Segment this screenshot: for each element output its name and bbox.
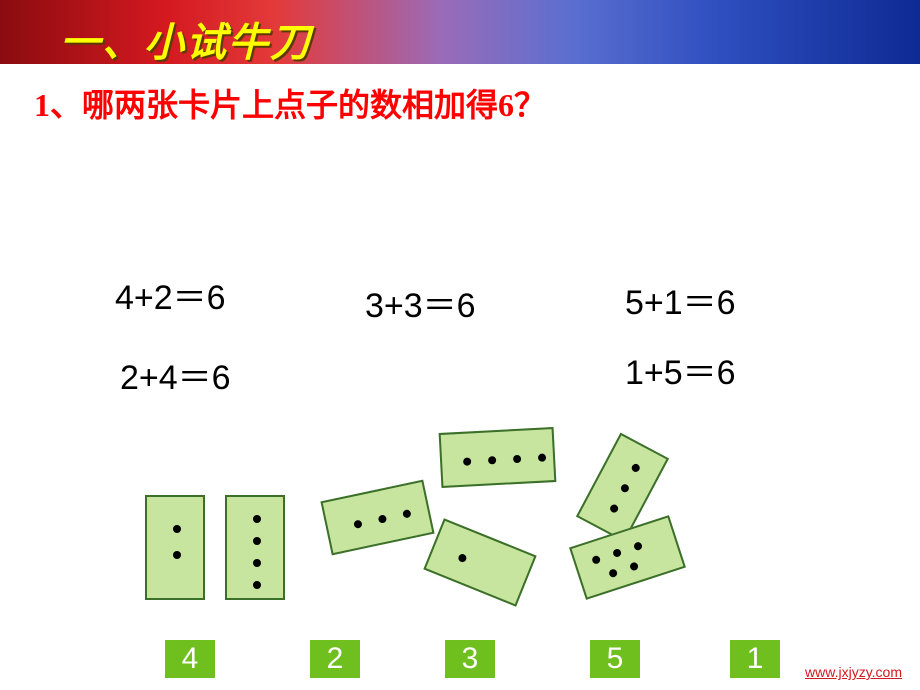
card-4h [439, 427, 557, 488]
card-dot [591, 555, 601, 565]
card-1h [423, 518, 536, 606]
card-dot [253, 581, 261, 589]
numbox-4: 4 [165, 640, 215, 678]
card-dot [457, 553, 467, 563]
equation-3-3: 3+3＝6 [365, 278, 476, 327]
card-dot [173, 525, 181, 533]
equation-1-5: 1+5＝6 [625, 345, 736, 394]
page-title: 一、小试牛刀 [60, 10, 312, 68]
card-dot [253, 537, 261, 545]
card-dot [253, 559, 261, 567]
card-dot [620, 483, 631, 494]
numbox-5: 5 [590, 640, 640, 678]
card-dot [513, 455, 521, 463]
card-dot [629, 561, 639, 571]
card-dot [378, 514, 387, 523]
card-dot [173, 551, 181, 559]
card-dot [608, 568, 618, 578]
numbox-2: 2 [310, 640, 360, 678]
card-dot [633, 541, 643, 551]
card-dot [463, 457, 471, 465]
footer-link[interactable]: www.jxjyzy.com [805, 664, 902, 680]
card-dot [488, 456, 496, 464]
card-2v [145, 495, 205, 600]
equation-5-1: 5+1＝6 [625, 275, 736, 324]
card-dot [253, 515, 261, 523]
card-dot [609, 503, 620, 514]
numbox-3: 3 [445, 640, 495, 678]
card-dot [538, 453, 546, 461]
question-text: 1、哪两张卡片上点子的数相加得6？ [34, 80, 546, 126]
card-dot [353, 519, 362, 528]
card-dot [402, 509, 411, 518]
card-4v [225, 495, 285, 600]
equation-2-4: 2+4＝6 [120, 350, 231, 399]
card-dot [630, 463, 641, 474]
card-dot [612, 548, 622, 558]
numbox-1: 1 [730, 640, 780, 678]
card-5r [569, 515, 686, 600]
equation-4-2: 4+2＝6 [115, 270, 226, 319]
card-3h [320, 480, 434, 556]
